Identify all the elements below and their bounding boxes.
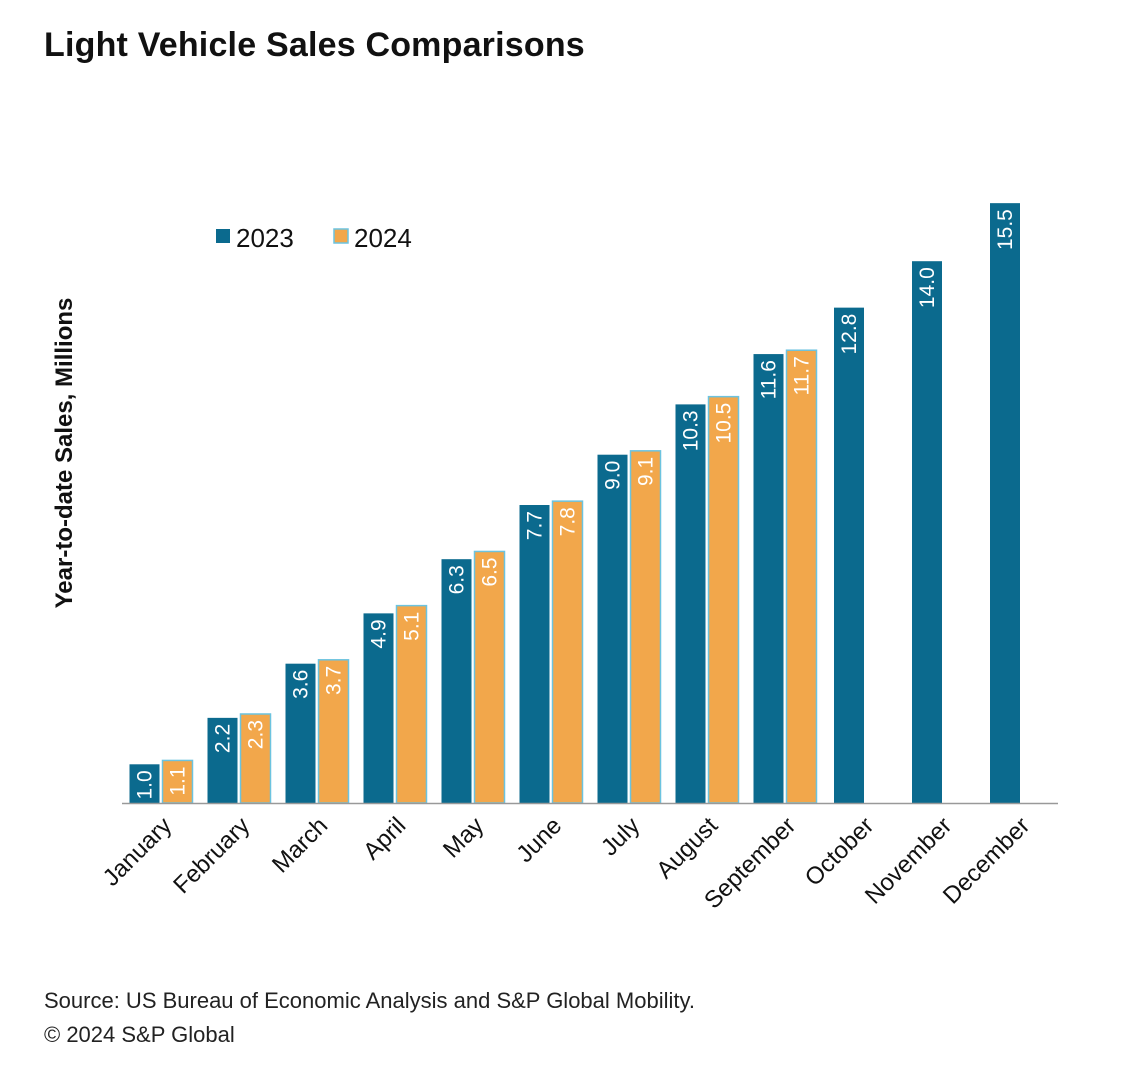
data-label-2024-september: 11.7 [791, 356, 814, 395]
bar-2023-august [675, 404, 706, 803]
source-note: Source: US Bureau of Economic Analysis a… [44, 988, 695, 1013]
bar-2023-may [441, 559, 472, 803]
data-label-2024-april: 5.1 [401, 612, 424, 641]
data-label-2023-february: 2.2 [212, 724, 235, 753]
x-tick-label-march: March [267, 812, 333, 878]
x-tick-label-july: July [596, 812, 645, 861]
bar-2023-january [129, 764, 160, 803]
bar-2024-august [707, 395, 740, 804]
y-axis-label: Year-to-date Sales, Millions [51, 298, 78, 609]
data-label-2023-june: 7.7 [524, 511, 547, 540]
chart-title: Light Vehicle Sales Comparisons [44, 26, 585, 64]
bar-2024-june [551, 500, 584, 804]
copyright-note: © 2024 S&P Global [44, 1022, 235, 1047]
data-label-2024-february: 2.3 [245, 720, 268, 749]
chart-footer: Source: US Bureau of Economic Analysis a… [44, 984, 695, 1052]
bar-2023-july [597, 454, 628, 803]
x-tick-label-may: May [438, 812, 489, 863]
data-label-2023-october: 12.8 [838, 314, 861, 355]
data-label-2023-july: 9.0 [602, 461, 625, 490]
data-label-2024-march: 3.7 [323, 666, 346, 695]
legend-label-2023: 2023 [236, 223, 294, 253]
bar-2024-april [395, 604, 428, 804]
bar-2023-june [519, 505, 550, 803]
bar-chart: Year-to-date Sales, Millions 1.0 1.1 Januar… [51, 203, 1058, 914]
x-tick-label-january: January [98, 812, 177, 891]
bar-2023-october [834, 307, 864, 803]
data-label-2023-march: 3.6 [290, 670, 313, 699]
x-tick-label-april: April [358, 812, 411, 865]
data-label-2023-december: 15.5 [994, 209, 1017, 250]
bar-2024-july [629, 450, 662, 804]
bar-2024-september [785, 349, 818, 804]
bar-2023-april [363, 613, 394, 803]
legend-swatch-2023 [216, 229, 230, 243]
data-label-2024-january: 1.1 [167, 766, 190, 795]
data-label-2024-july: 9.1 [635, 457, 658, 486]
legend-swatch-2024 [333, 228, 349, 244]
bar-2023-december [990, 203, 1020, 803]
x-tick-label-august: August [651, 812, 723, 884]
x-tick-label-june: June [511, 812, 567, 868]
bar-2023-september [753, 354, 784, 803]
data-label-2024-june: 7.8 [557, 507, 580, 536]
data-label-2023-may: 6.3 [446, 565, 469, 594]
legend-label-2024: 2024 [354, 223, 412, 253]
bar-2023-february [207, 717, 238, 803]
data-label-2024-august: 10.5 [713, 403, 736, 444]
data-label-2023-august: 10.3 [680, 410, 703, 451]
data-label-2023-april: 4.9 [368, 619, 391, 648]
x-tick-label-february: February [168, 812, 255, 899]
data-label-2024-may: 6.5 [479, 557, 502, 586]
bar-2023-march [285, 663, 316, 803]
x-tick-label-october: October [800, 812, 879, 891]
bar-2024-may [473, 550, 506, 804]
data-label-2023-january: 1.0 [134, 770, 157, 799]
bar-2023-november [912, 261, 942, 803]
data-label-2023-november: 14.0 [916, 267, 939, 308]
data-label-2023-september: 11.6 [758, 360, 781, 399]
